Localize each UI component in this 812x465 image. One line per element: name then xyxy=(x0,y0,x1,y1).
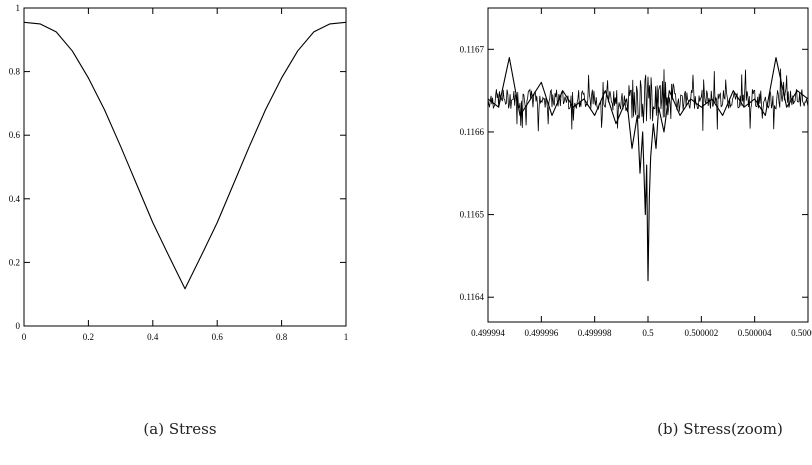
x-tick-label: 0.6 xyxy=(212,332,224,342)
y-tick-label: 0.6 xyxy=(9,130,21,140)
x-tick-label: 0.499998 xyxy=(578,328,612,338)
noise-band xyxy=(487,68,809,132)
y-tick-label: 0.1167 xyxy=(460,44,485,54)
stress-zoom-chart: 0.499994 0.499996 0.499998 0.5 0.500002 0.500… xyxy=(460,7,812,338)
y-tick-label: 0.1166 xyxy=(460,127,485,137)
x-tick-label: 1 xyxy=(344,332,349,342)
x-tick-label: 0.4 xyxy=(147,332,159,342)
caption-b: (b) Stress(zoom) xyxy=(657,420,783,438)
x-tick-label: 0.500006 xyxy=(791,328,812,338)
y-tick-label: 0 xyxy=(16,321,21,331)
x-tick-label: 0.499996 xyxy=(524,328,558,338)
x-tick-label: 0 xyxy=(22,332,27,342)
y-tick-label: 0.2 xyxy=(9,257,20,267)
x-tick-label: 0.5 xyxy=(642,328,654,338)
x-tick-label: 0.2 xyxy=(83,332,94,342)
y-tick-label: 0.4 xyxy=(9,194,21,204)
y-tick-label: 0.1165 xyxy=(460,210,485,220)
x-tick-label: 0.499994 xyxy=(471,328,505,338)
y-tick-label: 0.1164 xyxy=(460,292,485,302)
series-line xyxy=(23,21,347,290)
x-tick-label: 0.500004 xyxy=(738,328,772,338)
x-tick-label: 0.8 xyxy=(276,332,288,342)
noise-line xyxy=(487,68,809,132)
y-tick-label: 0.8 xyxy=(9,67,21,77)
x-tick-label: 0.500002 xyxy=(684,328,718,338)
stress-chart: 0 0.2 0.4 0.6 0.8 1 0 0.2 0.4 0.6 0.8 1 xyxy=(9,3,349,342)
y-tick-label: 1 xyxy=(16,3,21,13)
series-line xyxy=(487,57,809,282)
plot-frame xyxy=(23,7,347,327)
caption-a: (a) Stress xyxy=(143,420,217,438)
